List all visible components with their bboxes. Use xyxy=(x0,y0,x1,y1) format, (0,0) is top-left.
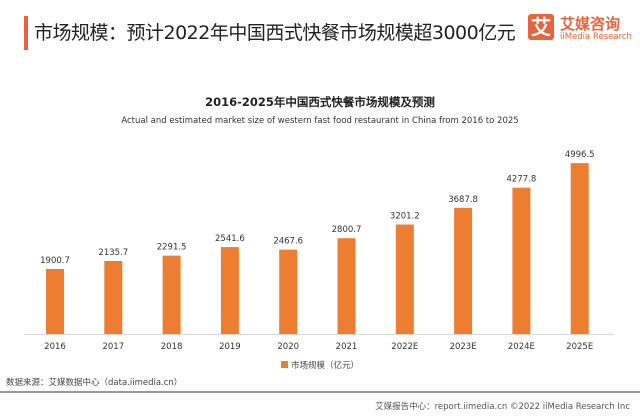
x-tick-label: 2025E xyxy=(566,342,593,352)
page-title: 市场规模：预计2022年中国西式快餐市场规模超3000亿元 xyxy=(34,22,516,44)
bar xyxy=(46,268,64,334)
x-tick-label: 2020 xyxy=(277,342,299,352)
data-source: 数据来源：艾媒数据中心（data.iimedia.cn） xyxy=(6,378,183,388)
data-label: 4996.5 xyxy=(565,150,595,160)
x-tick-label: 2023E xyxy=(450,342,477,352)
x-tick-label: 2022E xyxy=(391,342,418,352)
bar xyxy=(395,224,414,334)
title-accent-bar xyxy=(24,16,28,50)
x-tick-label: 2021 xyxy=(336,342,358,352)
data-label: 3201.2 xyxy=(390,212,420,222)
bar xyxy=(337,238,356,334)
bar xyxy=(570,163,589,334)
footer-divider xyxy=(0,391,640,393)
footer-credit: 艾媒报告中心：report.iimedia.cn ©2022 iiMedia R… xyxy=(375,402,630,412)
bar xyxy=(104,260,123,334)
data-label: 3687.8 xyxy=(448,195,478,205)
legend-label: 市场规模（亿元） xyxy=(290,361,359,371)
x-tick-label: 2019 xyxy=(219,342,241,352)
logo-mark: 艾 xyxy=(528,14,554,40)
bar xyxy=(162,255,181,334)
data-label: 4277.8 xyxy=(507,175,537,185)
x-tick-label: 2017 xyxy=(102,342,124,352)
legend: 市场规模（亿元） xyxy=(0,359,640,371)
bar xyxy=(279,249,298,334)
data-label: 2800.7 xyxy=(332,225,362,235)
chart-subtitle: Actual and estimated market size of west… xyxy=(121,116,519,126)
chart-title: 2016-2025年中国西式快餐市场规模及预测 xyxy=(205,95,435,109)
logo-text-cn: 艾媒咨询 xyxy=(560,15,621,33)
x-tick-label: 2018 xyxy=(161,342,183,352)
x-tick-label: 2024E xyxy=(508,342,535,352)
logo-text-en: iiMedia Research xyxy=(560,32,632,42)
data-label: 2135.7 xyxy=(98,248,128,258)
x-tick-label: 2016 xyxy=(44,342,66,352)
data-label: 2291.5 xyxy=(157,243,187,253)
bar xyxy=(220,247,239,334)
legend-swatch xyxy=(280,361,288,368)
data-label: 2541.6 xyxy=(215,234,245,244)
bar xyxy=(512,187,531,334)
bar xyxy=(454,207,473,334)
data-label: 2467.6 xyxy=(273,237,303,247)
data-label: 1900.7 xyxy=(40,256,70,266)
